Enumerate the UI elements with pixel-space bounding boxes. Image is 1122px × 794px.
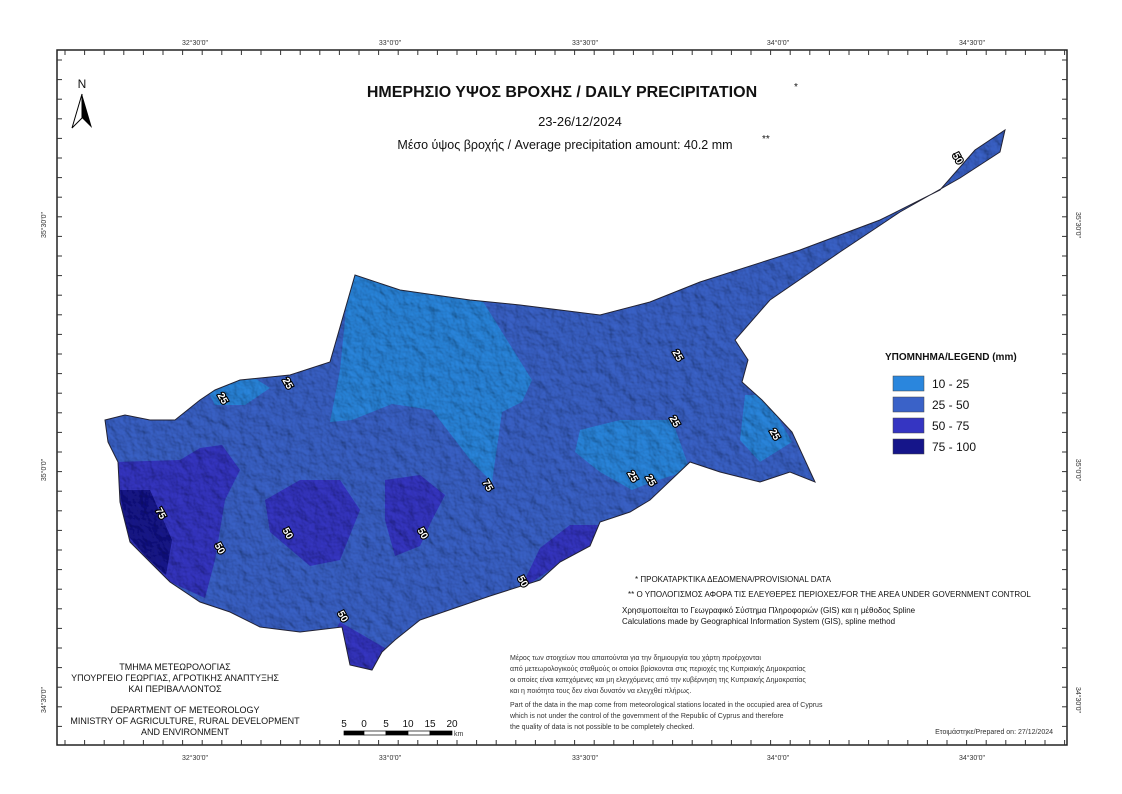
scale-label: 5: [341, 719, 347, 730]
latitude-label: 34°30'0": [40, 686, 48, 713]
scale-label: 15: [424, 719, 436, 730]
scale-label: 5: [383, 719, 389, 730]
legend-title: ΥΠΟΜΝΗΜΑ/LEGEND (mm): [885, 352, 1017, 363]
latitude-label: 35°0'0": [1074, 459, 1082, 482]
department-gr-line: ΤΜΗΜΑ ΜΕΤΕΩΡΟΛΟΓΙΑΣ: [119, 662, 231, 672]
subtitle: Μέσο ύψος βροχής / Average precipitation…: [397, 138, 732, 152]
scale-segment: [363, 730, 387, 736]
longitude-label: 33°30'0": [572, 39, 599, 47]
subtitle-mark: **: [762, 134, 770, 145]
disclaimer-gr-line: από μετεωρολογικούς σταθμούς οι οποίοι β…: [510, 665, 806, 673]
longitude-label: 33°0'0": [379, 754, 402, 762]
longitude-label: 33°30'0": [572, 754, 599, 762]
disclaimer-en-line: Part of the data in the map come from me…: [510, 702, 823, 709]
scale-segment: [343, 730, 365, 736]
department-en-line: AND ENVIRONMENT: [141, 727, 230, 737]
note-gis-gr: Χρησιμοποιείται το Γεωγραφικό Σύστημα Πλ…: [622, 606, 916, 615]
frame-ticks: 32°30'0" 32°30'0" 33°0'0" 33°0'0" 33°30'0" 33…: [40, 39, 1082, 762]
scale-segment: [385, 730, 409, 736]
scale-segment: [407, 730, 431, 736]
zone-75-100: [120, 490, 172, 575]
disclaimer-gr-line: Μέρος των στοιχείων που απαιτούνται για …: [510, 654, 761, 662]
department-gr-line: ΥΠΟΥΡΓΕΙΟ ΓΕΩΡΓΙΑΣ, ΑΓΡΟΤΙΚΗΣ ΑΝΑΠΤΥΞΗΣ: [71, 673, 279, 683]
legend-label: 10 - 25: [932, 377, 970, 391]
legend-swatch: [892, 438, 925, 455]
latitude-label: 34°30'0": [1074, 687, 1082, 714]
longitude-label: 32°30'0": [182, 39, 209, 47]
scale-label: 0: [361, 719, 367, 730]
longitude-label: 34°0'0": [767, 39, 790, 47]
legend-label: 50 - 75: [932, 419, 970, 433]
department-en-line: MINISTRY OF AGRICULTURE, RURAL DEVELOPME…: [70, 716, 300, 726]
title-mark: *: [794, 82, 798, 93]
date: 23-26/12/2024: [538, 114, 622, 129]
department-en-line: DEPARTMENT OF METEOROLOGY: [110, 705, 259, 715]
zone-50-75: [265, 480, 360, 566]
longitude-label: 34°0'0": [767, 754, 790, 762]
legend-swatch: [892, 417, 925, 434]
legend-label: 75 - 100: [932, 440, 976, 454]
scale-unit: km: [454, 731, 464, 738]
title: ΗΜΕΡΗΣΙΟ ΥΨΟΣ ΒΡΟΧΗΣ / DAILY PRECIPITATI…: [367, 84, 757, 101]
zone-50-75: [520, 525, 598, 590]
latitude-label: 35°30'0": [40, 211, 48, 238]
disclaimer-en-line: which is not under the control of the go…: [509, 713, 784, 720]
note-gis-en: Calculations made by Geographical Inform…: [622, 617, 895, 626]
disclaimer-en-line: the quality of data is not possible to b…: [510, 724, 694, 731]
prepared-on: Ετοιμάστηκε/Prepared on: 27/12/2024: [935, 728, 1053, 736]
legend-swatch: [892, 375, 925, 392]
longitude-label: 32°30'0": [182, 754, 209, 762]
longitude-label: 34°30'0": [959, 754, 986, 762]
disclaimer-gr-line: οι οποίες είναι κατεχόμενες και μη ελεγχ…: [510, 676, 806, 684]
zone-10-25: [330, 270, 532, 482]
latitude-label: 35°30'0": [1074, 212, 1082, 239]
disclaimer-gr-line: και η ποιότητα τους δεν είναι δυνατόν να…: [510, 687, 691, 695]
scale-segment: [429, 730, 453, 736]
legend: 10 - 25 25 - 50 50 - 75 75 - 100: [892, 375, 976, 455]
note-provisional: * ΠΡΟΚΑΤΑΡΚΤΙΚΑ ΔΕΔΟΜΕΝΑ/PROVISIONAL DAT…: [635, 575, 832, 584]
scale-label: 20: [446, 719, 458, 730]
department-gr-line: ΚΑΙ ΠΕΡΙΒΑΛΛΟΝΤΟΣ: [128, 684, 222, 694]
north-label: N: [78, 77, 87, 91]
disclaimer: Μέρος των στοιχείων που απαιτούνται για …: [509, 654, 823, 731]
legend-label: 25 - 50: [932, 398, 970, 412]
legend-swatch: [892, 396, 925, 413]
zone-50-75: [115, 445, 240, 598]
zone-10-25: [740, 395, 792, 462]
north-arrow: N: [71, 77, 92, 129]
longitude-label: 33°0'0": [379, 39, 402, 47]
note-area: ** Ο ΥΠΟΛΟΓΙΣΜΟΣ ΑΦΟΡΑ ΤΙΣ ΕΛΕΥΘΕΡΕΣ ΠΕΡ…: [628, 590, 1031, 599]
latitude-label: 35°0'0": [40, 458, 48, 481]
longitude-label: 34°30'0": [959, 39, 986, 47]
zone-50-75: [385, 475, 445, 556]
scale-label: 10: [402, 719, 414, 730]
zone-10-25: [575, 420, 690, 490]
